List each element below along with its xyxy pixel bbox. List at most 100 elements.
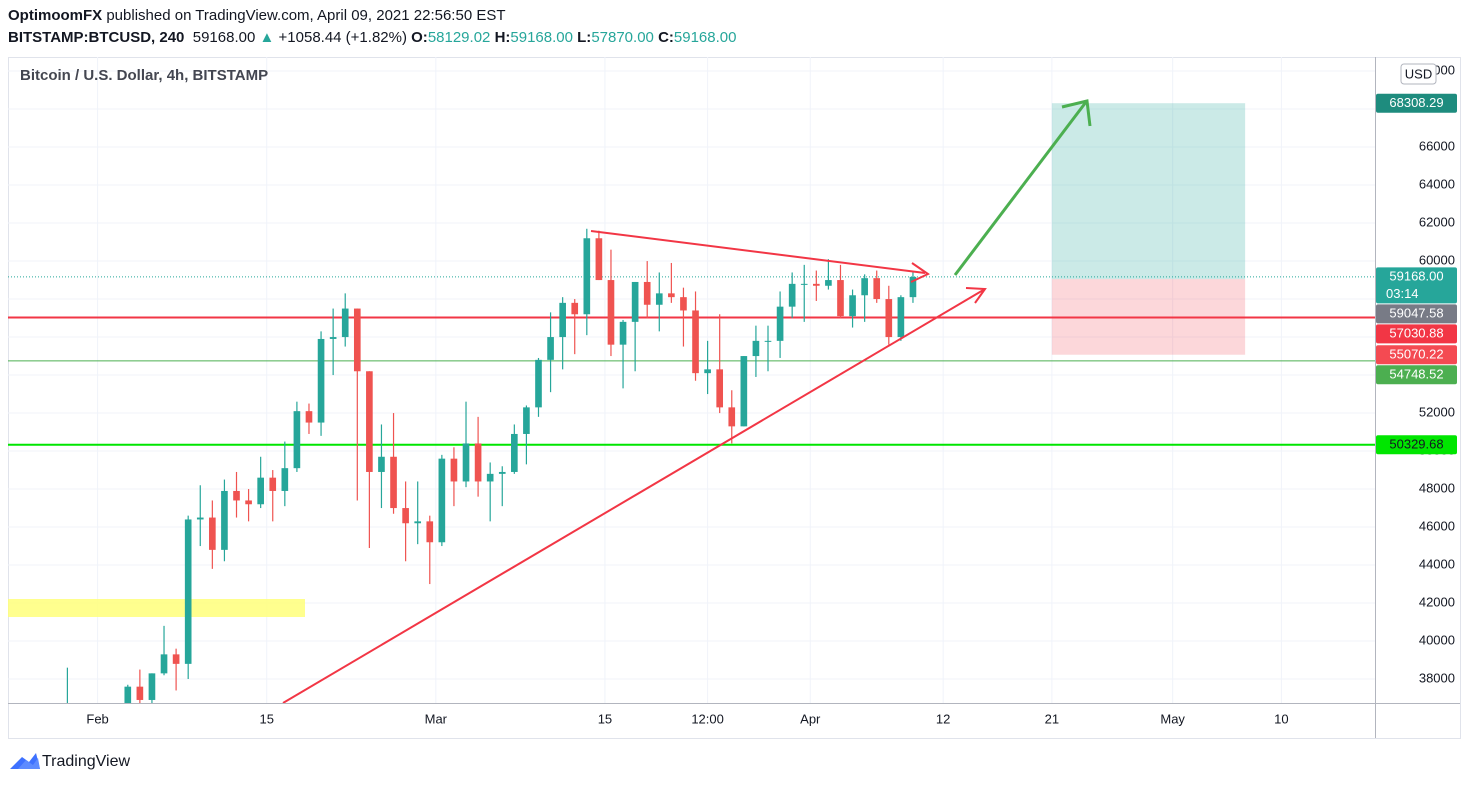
candle-body: [269, 477, 277, 491]
candle-body: [209, 517, 216, 550]
candle-body: [378, 456, 385, 472]
ohlc-value: 58129.02: [427, 29, 491, 46]
candle-body: [595, 238, 603, 281]
candle-body: [498, 471, 506, 474]
candle-body: [462, 443, 470, 482]
x-tick-label: Apr: [800, 711, 821, 726]
candle-body: [861, 278, 868, 296]
y-tick-label: 46000: [1419, 518, 1455, 533]
drawings: [282, 99, 1092, 703]
currency-badge: [1400, 63, 1437, 85]
y-tick-label: 42000: [1419, 594, 1455, 609]
candle-body: [366, 371, 373, 472]
candle-body: [800, 283, 808, 285]
price-label: 57030.88: [1389, 326, 1443, 341]
price-label-box: [1376, 93, 1457, 113]
y-tick-label: 64000: [1419, 176, 1455, 191]
candle-body: [740, 356, 748, 427]
candle-body: [643, 281, 651, 305]
symbol-line: BITSTAMP:BTCUSD, 240 59168.00 ▲ +1058.44…: [8, 29, 736, 46]
x-tick-label: 12:00: [691, 711, 724, 726]
candle-body: [486, 473, 494, 482]
candle-body: [353, 308, 361, 372]
candle-body: [776, 306, 784, 341]
ohlc-key: L:: [577, 29, 592, 46]
candle-body: [523, 407, 530, 434]
candle-body: [583, 238, 591, 315]
logo: [10, 753, 40, 769]
price-label: 59047.58: [1389, 306, 1443, 321]
price-label: 50329.68: [1389, 437, 1443, 452]
candle-body: [704, 369, 711, 374]
candle-body: [245, 500, 252, 505]
publisher: OptimoomFX: [8, 7, 103, 24]
candle-body: [184, 519, 192, 664]
candle-body: [196, 517, 204, 520]
x-tick-label: 10: [1274, 711, 1288, 726]
profit-zone: [1051, 103, 1246, 280]
x-tick-label: Feb: [86, 711, 108, 726]
candle-body: [136, 686, 144, 700]
candle-body: [909, 276, 917, 298]
x-tick-label: 15: [598, 711, 612, 726]
candle-body: [607, 280, 615, 345]
candle-body: [825, 280, 832, 286]
x-tick-label: May: [1160, 711, 1185, 726]
currency: USD: [1405, 66, 1432, 81]
arrow-head: [1061, 99, 1092, 127]
trend-line: [590, 230, 926, 274]
candle-body: [788, 283, 796, 307]
price-labels: 68308.29 59168.00 03:14 59047.58 57030.88 550…: [1376, 93, 1457, 455]
change: +1058.44 (+1.82%): [278, 29, 407, 46]
ohlc-key: C:: [658, 29, 674, 46]
candles: [66, 228, 917, 703]
y-tick-label: 44000: [1419, 556, 1455, 571]
candle-body: [812, 283, 820, 286]
candle-body: [559, 302, 566, 338]
publish-line: OptimoomFX published on TradingView.com,…: [8, 7, 506, 24]
candle-body: [172, 654, 180, 664]
price-label-box: [1376, 345, 1457, 365]
trend-line: [282, 288, 986, 703]
candle-body: [148, 673, 156, 700]
x-tick-label: 21: [1045, 711, 1059, 726]
arrow-head: [910, 262, 931, 283]
y-tick-label: 52000: [1419, 404, 1455, 419]
levels: [8, 276, 1375, 446]
price-label: 54748.52: [1389, 366, 1443, 381]
candle-body: [402, 508, 409, 524]
candle-body: [281, 468, 289, 491]
countdown: 03:14: [1386, 286, 1419, 301]
candle-body: [511, 433, 518, 472]
ohlc-key: O:: [411, 29, 428, 46]
ohlc: O:58129.02 H:59168.00 L:57870.00 C:59168…: [411, 29, 736, 46]
candle-body: [341, 308, 349, 338]
target-arrow: [953, 101, 1088, 276]
candle-body: [897, 297, 905, 338]
candle-body: [233, 490, 240, 501]
candle-body: [692, 310, 699, 374]
zone: [8, 599, 305, 617]
y-tick-label: 60000: [1419, 252, 1455, 267]
candle-body: [619, 321, 627, 345]
price-label-box: [1376, 324, 1457, 344]
x-tick-label: 15: [259, 711, 273, 726]
price-label: 55070.22: [1389, 346, 1443, 361]
price-label-box: [1376, 304, 1457, 324]
candle-body: [873, 278, 881, 300]
candle-body: [728, 407, 736, 427]
price-label-box: [1376, 267, 1457, 304]
ohlc-value: 59168.00: [673, 29, 737, 46]
candle-body: [547, 337, 554, 360]
candle-body: [837, 280, 844, 317]
y-tick-label: 38000: [1419, 670, 1455, 685]
axes: 3800040000420004400046000480005000052000…: [86, 62, 1455, 726]
candle-body: [668, 293, 675, 298]
candle-body: [257, 477, 264, 505]
candle-body: [329, 337, 337, 339]
price-label: 59168.00: [1389, 269, 1443, 284]
candle-body: [426, 521, 434, 543]
candle-body: [716, 369, 724, 408]
candle-body: [317, 338, 325, 423]
